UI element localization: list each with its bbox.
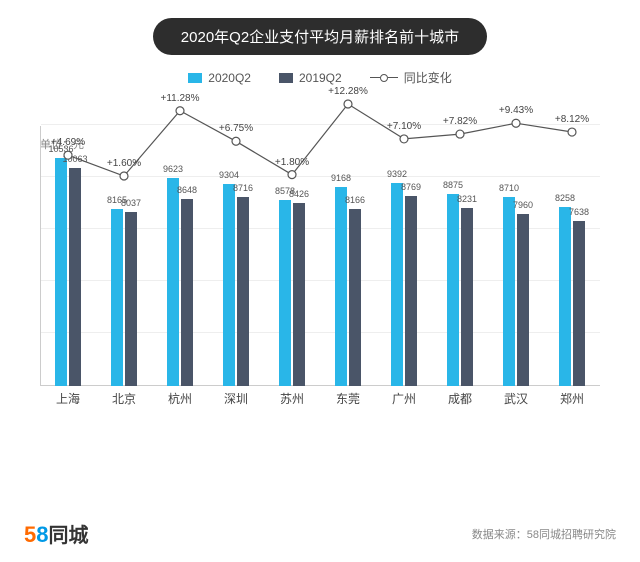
- swatch-s2: [279, 73, 293, 83]
- bar-value: 8037: [121, 198, 141, 208]
- bar-s1: 9392: [391, 183, 403, 386]
- pct-label: +1.60%: [107, 158, 141, 169]
- bar-value: 8716: [233, 183, 253, 193]
- bar-s2: 8231: [461, 208, 473, 386]
- logo-5: 5: [24, 522, 36, 547]
- bar-value: 8166: [345, 195, 365, 205]
- x-label: 郑州: [544, 390, 600, 407]
- chart-area: 1053610063816580379623864893048716857884…: [40, 96, 600, 426]
- pct-label: +7.82%: [443, 116, 477, 127]
- pct-label: +9.43%: [499, 105, 533, 116]
- bar-s1: 8258: [559, 207, 571, 386]
- bar-group: 96238648: [152, 126, 208, 386]
- bar-s1: 8578: [279, 200, 291, 386]
- legend: 2020Q2 2019Q2 同比变化: [0, 69, 640, 86]
- swatch-line: [370, 74, 398, 82]
- bar-s2: 8166: [349, 209, 361, 386]
- legend-label-line: 同比变化: [404, 69, 452, 86]
- bar-value: 10063: [62, 154, 87, 164]
- bar-s2: 8716: [237, 197, 249, 386]
- bar-value: 9304: [219, 170, 239, 180]
- bar-s1: 10536: [55, 158, 67, 386]
- x-label: 成都: [432, 390, 488, 407]
- logo-8: 8: [36, 522, 48, 547]
- bar-value: 9623: [163, 164, 183, 174]
- x-label: 东莞: [320, 390, 376, 407]
- bar-group: 82587638: [544, 126, 600, 386]
- bar-value: 9168: [331, 173, 351, 183]
- bar-group: 88758231: [432, 126, 488, 386]
- bar-value: 7960: [513, 200, 533, 210]
- bar-s2: 8037: [125, 212, 137, 386]
- bar-group: 91688166: [320, 126, 376, 386]
- chart-title: 2020年Q2企业支付平均月薪排名前十城市: [153, 18, 487, 55]
- bar-s2: 7960: [517, 214, 529, 386]
- bar-s1: 8165: [111, 209, 123, 386]
- x-label: 北京: [96, 390, 152, 407]
- bar-value: 9392: [387, 169, 407, 179]
- legend-item-line: 同比变化: [370, 69, 452, 86]
- pct-label: +8.12%: [555, 114, 589, 125]
- bar-value: 8769: [401, 182, 421, 192]
- bar-group: 1053610063: [40, 126, 96, 386]
- pct-label: +11.28%: [160, 93, 199, 104]
- x-label: 苏州: [264, 390, 320, 407]
- x-label: 广州: [376, 390, 432, 407]
- bar-value: 8258: [555, 193, 575, 203]
- x-axis-labels: 上海北京杭州深圳苏州东莞广州成都武汉郑州: [40, 390, 600, 407]
- legend-item-s2: 2019Q2: [279, 71, 342, 85]
- pct-label: +1.80%: [275, 157, 309, 168]
- bar-value: 8231: [457, 194, 477, 204]
- pct-label: +6.75%: [219, 123, 253, 134]
- pct-label: +12.28%: [328, 86, 368, 97]
- bar-value: 7638: [569, 207, 589, 217]
- pct-label: +4.69%: [51, 137, 85, 148]
- data-source: 数据来源：58同城招聘研究院: [472, 526, 616, 542]
- bar-s2: 7638: [573, 221, 585, 386]
- bar-group: 93048716: [208, 126, 264, 386]
- pct-label: +7.10%: [387, 121, 421, 132]
- swatch-s1: [188, 73, 202, 83]
- legend-label-s2: 2019Q2: [299, 71, 342, 85]
- bar-s2: 8769: [405, 196, 417, 386]
- bar-s1: 9304: [223, 184, 235, 386]
- bar-s1: 8875: [447, 194, 459, 386]
- x-label: 上海: [40, 390, 96, 407]
- bar-value: 8648: [177, 185, 197, 195]
- bar-s2: 10063: [69, 168, 81, 386]
- bar-group: 87107960: [488, 126, 544, 386]
- bar-s1: 8710: [503, 197, 515, 386]
- legend-label-s1: 2020Q2: [208, 71, 251, 85]
- bar-value: 8426: [289, 189, 309, 199]
- x-label: 杭州: [152, 390, 208, 407]
- bar-group: 93928769: [376, 126, 432, 386]
- x-label: 武汉: [488, 390, 544, 407]
- bar-s1: 9168: [335, 187, 347, 386]
- x-label: 深圳: [208, 390, 264, 407]
- legend-item-s1: 2020Q2: [188, 71, 251, 85]
- bar-s1: 9623: [167, 178, 179, 386]
- bar-s2: 8426: [293, 203, 305, 386]
- bar-value: 8875: [443, 180, 463, 190]
- bar-value: 8710: [499, 183, 519, 193]
- bar-s2: 8648: [181, 199, 193, 386]
